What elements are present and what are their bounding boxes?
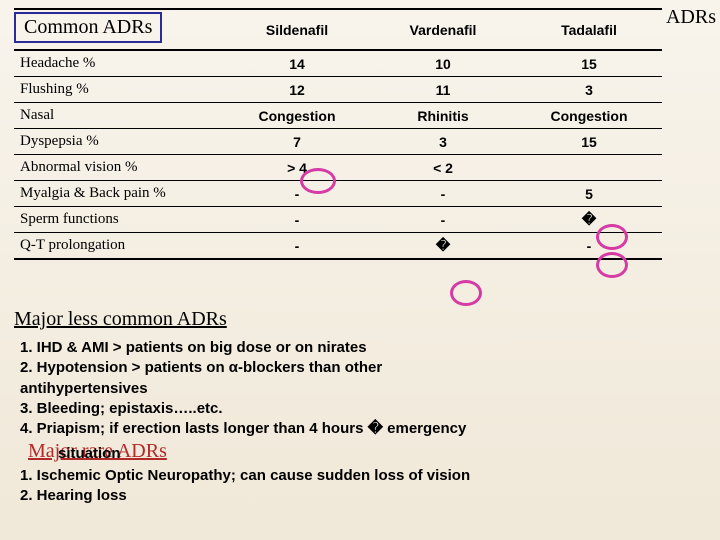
cell: - (224, 207, 370, 233)
cell: 5 (516, 181, 662, 207)
row-label: Flushing % (14, 77, 224, 103)
cell: 14 (224, 50, 370, 77)
table-row: Sperm functions - - � (14, 207, 662, 233)
adrs-tab: ADRs (666, 6, 716, 29)
cell: 3 (370, 129, 516, 155)
col-header-0: Sildenafil (224, 9, 370, 50)
cell: 3 (516, 77, 662, 103)
overlap-situation: situation (58, 444, 258, 464)
section-less-common-title: Major less common ADRs (14, 308, 227, 331)
table-row: Flushing % 12 11 3 (14, 77, 662, 103)
cell (516, 155, 662, 181)
table-row: Headache % 14 10 15 (14, 50, 662, 77)
cell: Congestion (224, 103, 370, 129)
cell: 7 (224, 129, 370, 155)
list-item: 3. Bleeding; epistaxis…..etc. (20, 399, 680, 419)
col-header-1: Vardenafil (370, 9, 516, 50)
table-title: Common ADRs (14, 12, 162, 43)
less-common-list: 1. IHD & AMI > patients on big dose or o… (20, 338, 680, 439)
table-row: Nasal Congestion Rhinitis Congestion (14, 103, 662, 129)
highlight-circle (450, 280, 482, 306)
cell: 15 (516, 129, 662, 155)
row-label: Headache % (14, 50, 224, 77)
cell: 10 (370, 50, 516, 77)
adr-table-container: Common ADRs Sildenafil Vardenafil Tadala… (14, 8, 662, 260)
row-label: Dyspepsia % (14, 129, 224, 155)
row-label: Q-T prolongation (14, 233, 224, 260)
row-label: Abnormal vision % (14, 155, 224, 181)
cell: 11 (370, 77, 516, 103)
cell: - (224, 233, 370, 260)
row-label: Nasal (14, 103, 224, 129)
corner-header-cell: Common ADRs (14, 9, 224, 50)
table-row: Dyspepsia % 7 3 15 (14, 129, 662, 155)
cell: 15 (516, 50, 662, 77)
cell: - (224, 181, 370, 207)
list-item: antihypertensives (20, 379, 680, 399)
table-row: Q-T prolongation - � - (14, 233, 662, 260)
cell: - (370, 181, 516, 207)
row-label: Sperm functions (14, 207, 224, 233)
cell: - (516, 233, 662, 260)
cell: - (370, 207, 516, 233)
list-item: 2. Hearing loss (20, 486, 680, 506)
cell: � (516, 207, 662, 233)
cell: Rhinitis (370, 103, 516, 129)
table-row: Abnormal vision % > 4 < 2 (14, 155, 662, 181)
adr-table: Common ADRs Sildenafil Vardenafil Tadala… (14, 8, 662, 260)
cell: Congestion (516, 103, 662, 129)
col-header-2: Tadalafil (516, 9, 662, 50)
cell: < 2 (370, 155, 516, 181)
list-item: 2. Hypotension > patients on α-blockers … (20, 358, 680, 378)
row-label: Myalgia & Back pain % (14, 181, 224, 207)
list-item: 4. Priapism; if erection lasts longer th… (20, 419, 680, 439)
list-item: 1. IHD & AMI > patients on big dose or o… (20, 338, 680, 358)
list-item: 1. Ischemic Optic Neuropathy; can cause … (20, 466, 680, 486)
cell: � (370, 233, 516, 260)
rare-list: 1. Ischemic Optic Neuropathy; can cause … (20, 466, 680, 507)
cell: > 4 (224, 155, 370, 181)
cell: 12 (224, 77, 370, 103)
table-row: Myalgia & Back pain % - - 5 (14, 181, 662, 207)
